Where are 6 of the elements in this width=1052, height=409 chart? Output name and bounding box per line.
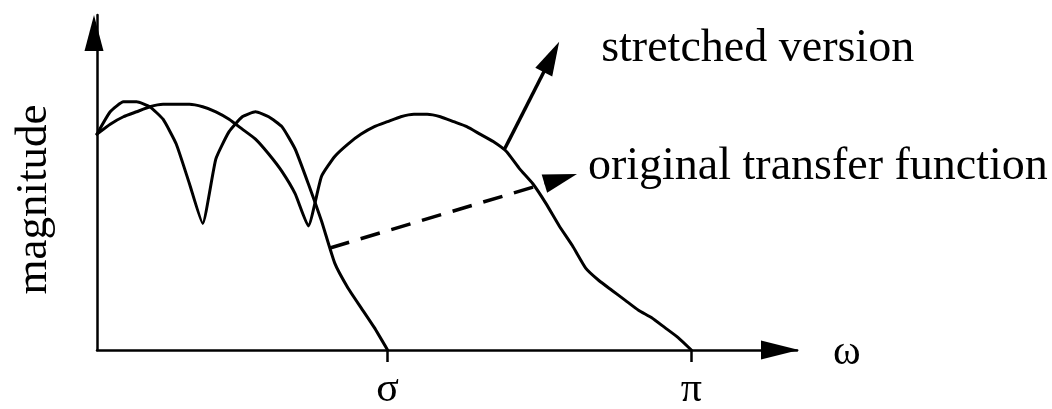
y-axis-title: magnitude [5, 104, 56, 295]
x-tick-label: π [680, 364, 702, 409]
annotation: original transfer function [587, 137, 1048, 189]
x-tick-label: σ [376, 364, 399, 409]
x-axis-title: ω [833, 327, 861, 373]
text: stretched version [601, 19, 915, 71]
